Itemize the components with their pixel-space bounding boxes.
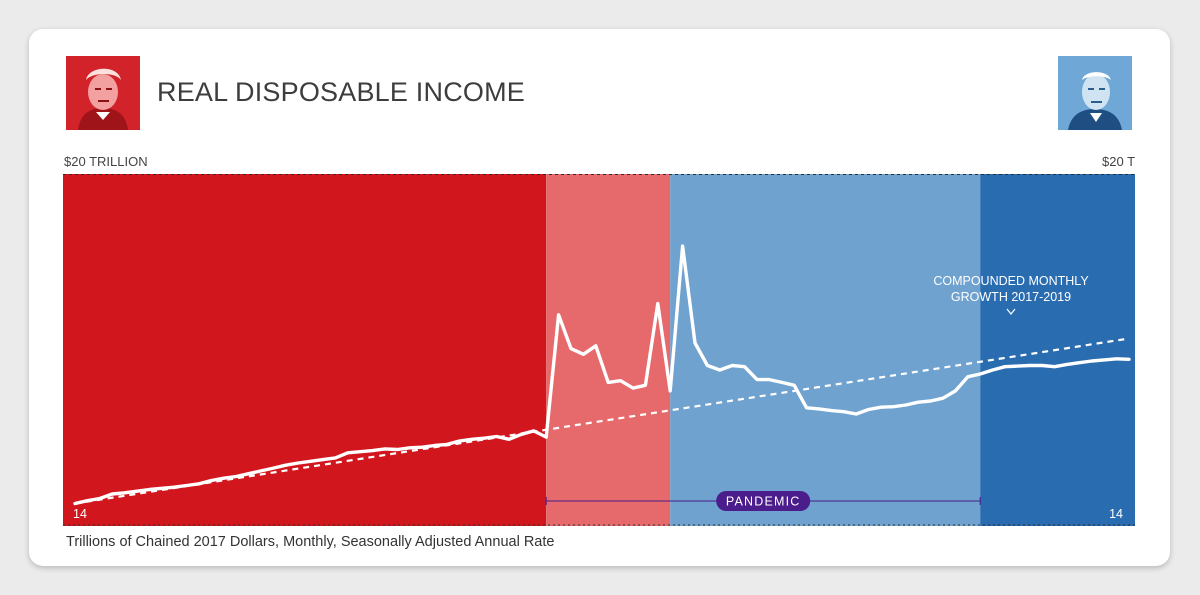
pandemic-bracket: PANDEMIC — [545, 491, 981, 511]
y-axis-max-label-right: $20 T — [1102, 154, 1136, 169]
trend-line — [74, 337, 1130, 505]
president-portrait-red — [66, 56, 140, 130]
income-line — [73, 244, 1131, 506]
y-axis-min-label-left: 14 — [73, 507, 87, 521]
chart-card: REAL DISPOSABLE INCOME $20 TRILLION $20 … — [29, 29, 1170, 566]
chart-title: REAL DISPOSABLE INCOME — [157, 77, 526, 107]
y-axis-max-label-left: $20 TRILLION — [64, 154, 148, 169]
trend-annotation-caret — [1006, 308, 1016, 315]
period-band-1 — [63, 174, 547, 526]
pandemic-label: PANDEMIC — [726, 495, 801, 509]
trend-annotation-line1: COMPOUNDED MONTHLY — [933, 274, 1089, 288]
president-portrait-blue — [1058, 56, 1132, 130]
pandemic-pill — [716, 491, 811, 511]
line-chart: PANDEMIC COMPOUNDED MONTHLY GROWTH 2017-… — [63, 174, 1135, 526]
trend-annotation-line2: GROWTH 2017-2019 — [951, 290, 1071, 304]
chart-footnote: Trillions of Chained 2017 Dollars, Month… — [66, 534, 555, 550]
y-axis-min-label-right: 14 — [1109, 507, 1123, 521]
period-band-3 — [670, 174, 981, 526]
